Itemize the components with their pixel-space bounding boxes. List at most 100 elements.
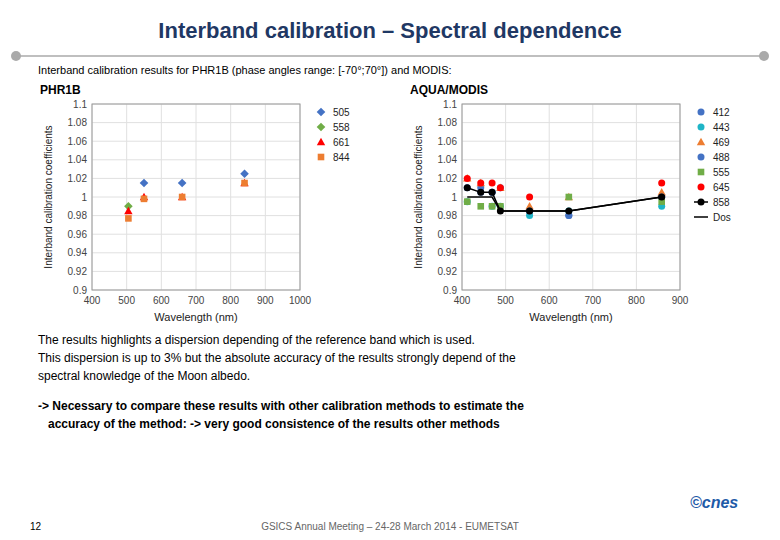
plot-area [92,104,300,290]
grid-line [462,141,680,142]
grid-line [505,104,506,290]
grid-line [636,104,637,290]
tick-label: 700 [188,295,205,306]
legend: 505 558 661 844 [317,107,350,163]
subtitle: Interband calibration results for PHR1B … [38,64,452,76]
body-text-bold: accuracy of the method: -> very good con… [38,417,500,431]
point [178,193,186,201]
title: Interband calibration – Spectral depende… [158,18,621,43]
tick-label: 0.96 [438,229,458,240]
body-text-bold: -> Necessary to compare these results wi… [38,399,524,413]
chart: AQUA/MODIS0.90.920.940.960.9811.021.041.… [410,83,731,323]
point [464,184,471,191]
legend-symbol [318,154,325,161]
plot-area [462,104,680,290]
logo-text: ©cnes [690,494,738,511]
legend-entry: 412 [713,107,730,118]
point [140,179,149,188]
tick-label: 1.02 [438,173,458,184]
tick-label: 0.92 [68,266,88,277]
grid-line [196,104,197,290]
grid-line [462,252,680,253]
grid-line [265,104,266,290]
grid-line [126,104,127,290]
point [565,193,573,201]
tick-label: 900 [672,295,689,306]
legend-symbol [694,216,708,218]
point [464,184,471,191]
legend-entry: 661 [333,137,350,148]
grid-line [161,104,162,290]
plot-frame [462,104,680,290]
legend-entry: 858 [713,197,730,208]
tick-label: 1.1 [443,99,457,110]
tick-label: 500 [497,295,514,306]
data-layer [463,174,666,219]
point [124,207,132,215]
tick-label: 600 [541,295,558,306]
tick-label: 1.1 [73,99,87,110]
grid-line [592,104,593,290]
point [464,175,471,182]
point [477,189,484,196]
panel-title: PHR1B [40,83,81,97]
legend-symbol [698,169,705,176]
grid-line [462,159,680,160]
point [526,194,533,201]
point [240,169,249,178]
point [658,180,665,187]
legend-entry: 443 [713,122,730,133]
tick-label: 400 [454,295,471,306]
point [464,198,471,205]
legend-entry: 558 [333,122,350,133]
tick-label: 0.92 [438,266,458,277]
tick-label: 900 [257,295,274,306]
plot-frame [92,104,300,290]
legend-entry: 555 [713,167,730,178]
tick-label: 800 [222,295,239,306]
legend-symbol [317,123,326,132]
tick-label: 800 [628,295,645,306]
legend-symbol [698,199,705,206]
legend-entry: 505 [333,107,350,118]
tick-label: 700 [584,295,601,306]
tick-label: 1.06 [68,136,88,147]
grid-line [462,178,680,179]
point [566,194,573,201]
tick-label: 0.98 [438,210,458,221]
point [477,180,484,187]
background [0,0,780,540]
point [477,189,484,196]
tick-label: 500 [118,295,135,306]
grid-line [462,234,680,235]
legend-symbol [698,154,705,161]
tick-label: 1.04 [68,154,88,165]
point [240,179,248,187]
legend-symbol [698,109,705,116]
tick-label: 1.04 [438,154,458,165]
data-layer [124,169,249,221]
legend-symbol [697,138,705,146]
point [141,196,148,203]
tick-label: 400 [84,295,101,306]
point [477,203,484,210]
y-axis-label: Interband calibration coefficients [413,125,424,268]
tick-label: 0.9 [73,285,87,296]
point [489,203,496,210]
point [463,174,471,182]
tick-label: 1 [451,192,457,203]
point [241,180,248,187]
chart: PHR1B0.90.920.940.960.9811.021.041.061.0… [40,83,350,323]
legend-entry: 844 [333,152,350,163]
tick-label: 0.94 [438,247,458,258]
point [497,184,504,191]
title-rule-end [759,51,769,61]
tick-label: 0.9 [443,285,457,296]
point [489,189,496,196]
point [178,179,187,188]
title-rule [16,55,764,57]
point [496,183,504,191]
point [125,215,132,222]
legend-symbol [317,138,325,146]
title-rule-end [11,51,21,61]
